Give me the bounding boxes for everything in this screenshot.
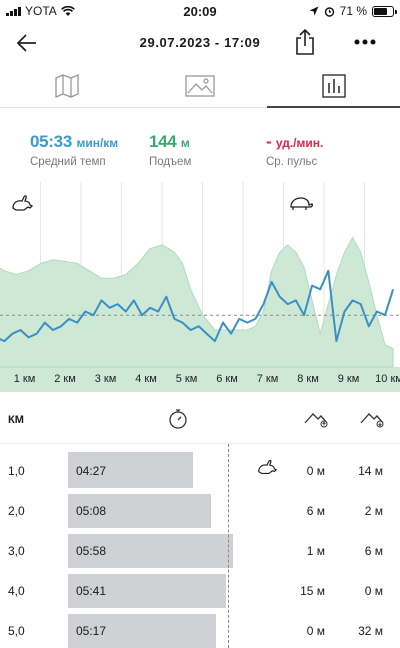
split-pace-bar bbox=[68, 494, 211, 528]
x-tick-label: 7 км bbox=[257, 373, 279, 385]
split-pace-bar bbox=[68, 614, 216, 648]
split-descent: 2 м bbox=[364, 504, 383, 518]
average-pace-line bbox=[228, 444, 229, 648]
split-distance: 1,0 bbox=[8, 464, 25, 478]
elevation-area bbox=[0, 236, 394, 368]
split-ascent: 1 м bbox=[306, 544, 325, 558]
ascent-unit: м bbox=[180, 136, 190, 150]
ascent-icon bbox=[304, 413, 328, 428]
chart-canvas: 1 км 2 км 3 км 4 км 5 км 6 км 7 км 8 км 9 км 10 к… bbox=[0, 182, 400, 392]
tab-photos[interactable] bbox=[133, 64, 266, 107]
location-icon bbox=[309, 6, 319, 16]
more-options-icon[interactable] bbox=[352, 32, 378, 52]
activity-datetime: 29.07.2023 - 17:09 bbox=[139, 35, 261, 50]
signal-icon bbox=[6, 6, 21, 16]
stat-ascent: 144 м Подъем bbox=[149, 132, 191, 168]
x-tick-label: 8 км bbox=[297, 373, 319, 385]
split-row[interactable]: 1,0 04:27 0 м 14 м bbox=[0, 450, 400, 490]
tab-stats[interactable] bbox=[267, 64, 400, 108]
pace-unit: мин/км bbox=[76, 136, 119, 150]
x-tick-label: 9 км bbox=[338, 373, 360, 385]
split-descent: 32 м bbox=[358, 624, 383, 638]
split-pace: 05:17 bbox=[76, 624, 107, 638]
split-ascent: 0 м bbox=[306, 624, 325, 638]
split-pace: 05:58 bbox=[76, 544, 107, 558]
x-tick-label: 2 км bbox=[54, 373, 76, 385]
back-arrow-icon[interactable] bbox=[14, 30, 40, 56]
x-tick-label: 4 км bbox=[135, 373, 157, 385]
split-row[interactable]: 3,0 05:58 1 м 6 м bbox=[0, 530, 400, 570]
split-row[interactable]: 2,0 05:08 6 м 2 м bbox=[0, 490, 400, 530]
tab-map[interactable] bbox=[0, 64, 133, 107]
pace-value: 05:33 bbox=[30, 132, 72, 151]
split-pace: 05:08 bbox=[76, 504, 107, 518]
pace-elevation-chart[interactable]: 1 км 2 км 3 км 4 км 5 км 6 км 7 км 8 км 9 км 10 к… bbox=[0, 182, 400, 392]
map-icon bbox=[54, 73, 79, 98]
status-right: 71 % bbox=[309, 4, 397, 18]
rabbit-icon bbox=[258, 459, 278, 475]
split-ascent: 6 м bbox=[306, 504, 325, 518]
split-descent: 14 м bbox=[358, 464, 383, 478]
split-ascent: 0 м bbox=[306, 464, 325, 478]
split-row[interactable]: 5,0 05:17 0 м 32 м bbox=[0, 610, 400, 648]
split-row[interactable]: 4,0 05:41 15 м 0 м bbox=[0, 570, 400, 610]
carrier: YOTA bbox=[6, 4, 75, 18]
share-icon[interactable] bbox=[292, 28, 318, 56]
pulse-value: - bbox=[266, 132, 272, 151]
carrier-name: YOTA bbox=[25, 4, 57, 18]
x-tick-label: 5 км bbox=[176, 373, 198, 385]
km-column-header: КМ bbox=[8, 414, 24, 426]
split-distance: 3,0 bbox=[8, 544, 25, 558]
stat-pulse: - уд./мин. Ср. пульс bbox=[266, 132, 323, 168]
split-pace-bar bbox=[68, 452, 193, 488]
image-icon bbox=[184, 74, 215, 97]
split-pace: 04:27 bbox=[76, 464, 107, 478]
x-tick-label: 1 км bbox=[14, 373, 36, 385]
ascent-label: Подъем bbox=[149, 156, 192, 168]
stats-icon bbox=[321, 73, 346, 98]
descent-icon bbox=[360, 413, 384, 428]
app-header: 29.07.2023 - 17:09 bbox=[0, 26, 400, 60]
split-distance: 5,0 bbox=[8, 624, 25, 638]
battery-percent: 71 % bbox=[339, 4, 367, 18]
wifi-icon bbox=[60, 5, 75, 16]
split-descent: 0 м bbox=[364, 584, 383, 598]
x-tick-label: 6 км bbox=[216, 373, 238, 385]
split-pace-bar bbox=[68, 534, 233, 568]
x-axis-band bbox=[0, 367, 400, 392]
stat-pace: 05:33 мин/км Средний темп bbox=[30, 132, 118, 168]
clock: 20:09 bbox=[183, 4, 217, 19]
pulse-unit: уд./мин. bbox=[275, 136, 324, 150]
split-distance: 2,0 bbox=[8, 504, 25, 518]
x-tick-label: 10 км bbox=[375, 373, 400, 385]
pace-label: Средний темп bbox=[30, 156, 106, 168]
tab-bar bbox=[0, 64, 400, 108]
pulse-label: Ср. пульс bbox=[266, 156, 318, 168]
pace-line bbox=[0, 269, 395, 343]
rabbit-icon bbox=[12, 195, 34, 211]
stopwatch-icon bbox=[169, 409, 187, 429]
splits-header: КМ bbox=[0, 400, 400, 444]
status-bar: YOTA 20:09 71 % bbox=[0, 0, 400, 22]
turtle-icon bbox=[290, 197, 314, 210]
alarm-icon bbox=[324, 6, 334, 17]
ascent-value: 144 bbox=[149, 132, 177, 151]
split-distance: 4,0 bbox=[8, 584, 25, 598]
x-tick-label: 3 км bbox=[95, 373, 117, 385]
split-pace: 05:41 bbox=[76, 584, 107, 598]
split-pace-bar bbox=[68, 574, 226, 608]
battery-icon bbox=[372, 5, 397, 17]
split-ascent: 15 м bbox=[300, 584, 325, 598]
split-descent: 6 м bbox=[364, 544, 383, 558]
